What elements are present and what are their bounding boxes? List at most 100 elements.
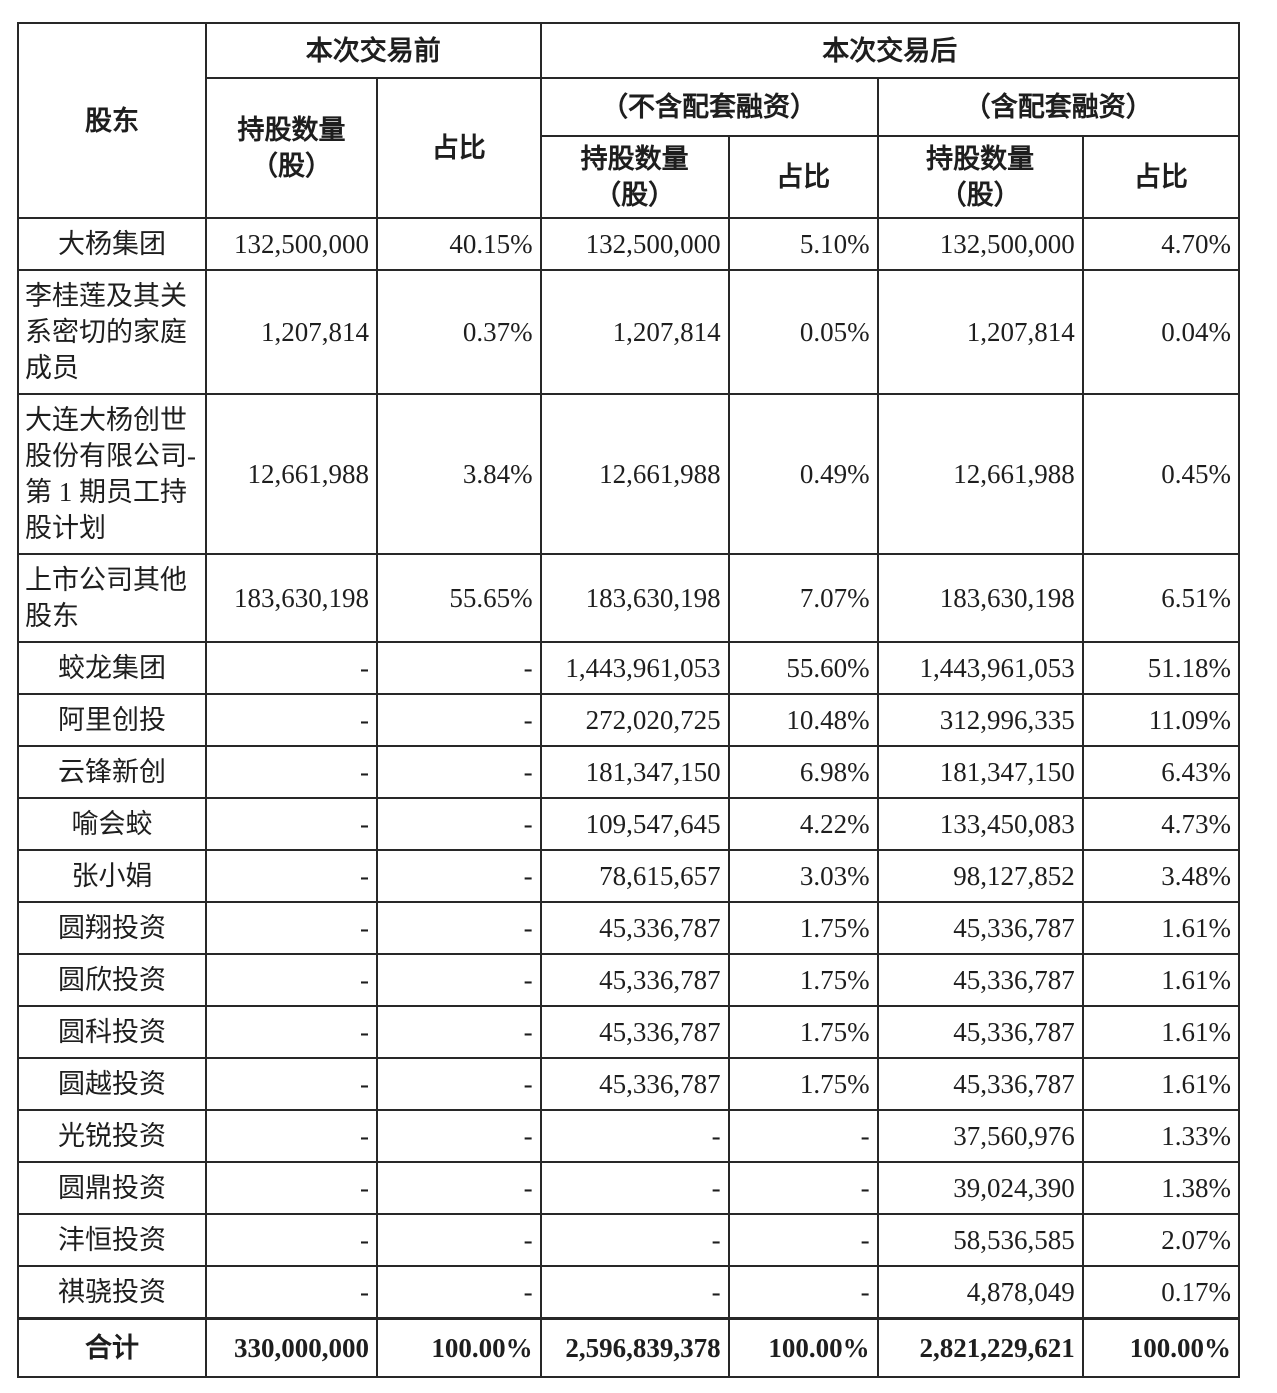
- shareholder-name-cell: 合计: [16, 1317, 208, 1378]
- table-row: 圆鼎投资 - - - -39,024,390 1.38%: [16, 1161, 1241, 1215]
- after-f-pct-cell: 1.33%: [1081, 1109, 1241, 1163]
- after-f-pct-cell: 100.00%: [1081, 1317, 1241, 1378]
- before-shares-cell: -: [205, 797, 378, 851]
- after-nf-shares-cell: 181,347,150: [539, 745, 730, 799]
- table-row: 圆欣投资 - -45,336,787 1.75% 45,336,787 1.61%: [16, 953, 1241, 1007]
- before-shares-cell: 330,000,000: [205, 1317, 378, 1378]
- before-shares-cell: -: [205, 1057, 378, 1111]
- after-nf-pct-cell: 0.49%: [727, 393, 879, 555]
- header-nf-ratio: 占比: [727, 135, 879, 219]
- after-f-pct-cell: 11.09%: [1081, 693, 1241, 747]
- header-without-financing: （不含配套融资）: [539, 77, 879, 137]
- after-nf-pct-cell: 5.10%: [727, 217, 879, 271]
- shareholder-name-cell: 祺骁投资: [16, 1265, 208, 1320]
- after-nf-shares-cell: 132,500,000: [539, 217, 730, 271]
- before-pct-cell: -: [375, 745, 542, 799]
- shareholder-name-cell: 喻会蛟: [16, 797, 208, 851]
- table-row: 大杨集团 132,500,000 40.15% 132,500,000 5.10% 132…: [16, 217, 1241, 271]
- before-shares-cell: -: [205, 849, 378, 903]
- after-f-pct-cell: 1.61%: [1081, 953, 1241, 1007]
- after-nf-shares-cell: 1,207,814: [539, 269, 730, 395]
- before-pct-cell: -: [375, 641, 542, 695]
- header-after-transaction: 本次交易后: [539, 22, 1241, 79]
- table-row: 圆越投资 - -45,336,787 1.75% 45,336,787 1.61%: [16, 1057, 1241, 1111]
- before-pct-cell: -: [375, 797, 542, 851]
- header-nf-shares: 持股数量 （股）: [539, 135, 730, 219]
- after-f-pct-cell: 3.48%: [1081, 849, 1241, 903]
- after-nf-shares-cell: 78,615,657: [539, 849, 730, 903]
- table-row: 圆翔投资 - -45,336,787 1.75% 45,336,787 1.61%: [16, 901, 1241, 955]
- after-f-pct-cell: 0.17%: [1081, 1265, 1241, 1320]
- table-row: 李桂莲及其关系密切的家庭成员 1,207,814 0.37% 1,207,814 0.0…: [16, 269, 1241, 395]
- before-pct-cell: 55.65%: [375, 553, 542, 643]
- before-pct-cell: -: [375, 1213, 542, 1267]
- header-before-transaction: 本次交易前: [205, 22, 542, 79]
- header-with-financing: （含配套融资）: [876, 77, 1241, 137]
- after-nf-pct-cell: -: [727, 1109, 879, 1163]
- table-row: 祺骁投资 - - - -4,878,049 0.17%: [16, 1265, 1241, 1320]
- before-pct-cell: -: [375, 1057, 542, 1111]
- after-nf-pct-cell: -: [727, 1161, 879, 1215]
- before-shares-cell: -: [205, 1213, 378, 1267]
- before-shares-cell: -: [205, 901, 378, 955]
- after-f-shares-cell: 37,560,976: [876, 1109, 1084, 1163]
- after-nf-pct-cell: 0.05%: [727, 269, 879, 395]
- after-nf-shares-cell: 45,336,787: [539, 901, 730, 955]
- shareholder-name-cell: 大杨集团: [16, 217, 208, 271]
- after-f-pct-cell: 4.73%: [1081, 797, 1241, 851]
- after-nf-shares-cell: 109,547,645: [539, 797, 730, 851]
- after-nf-pct-cell: 1.75%: [727, 1057, 879, 1111]
- table-row: 张小娟 - -78,615,657 3.03% 98,127,852 3.48%: [16, 849, 1241, 903]
- shareholder-name-cell: 圆越投资: [16, 1057, 208, 1111]
- after-f-shares-cell: 1,443,961,053: [876, 641, 1084, 695]
- after-f-pct-cell: 1.61%: [1081, 1057, 1241, 1111]
- before-shares-cell: 12,661,988: [205, 393, 378, 555]
- after-f-shares-cell: 45,336,787: [876, 1005, 1084, 1059]
- before-shares-cell: -: [205, 745, 378, 799]
- shareholder-name-cell: 阿里创投: [16, 693, 208, 747]
- after-nf-shares-cell: 45,336,787: [539, 1005, 730, 1059]
- header-before-ratio: 占比: [375, 77, 542, 219]
- after-f-pct-cell: 2.07%: [1081, 1213, 1241, 1267]
- shareholder-name-cell: 云锋新创: [16, 745, 208, 799]
- before-pct-cell: -: [375, 1161, 542, 1215]
- before-pct-cell: -: [375, 953, 542, 1007]
- before-shares-cell: -: [205, 1265, 378, 1320]
- table-row: 蛟龙集团 - -1,443,961,053 55.60% 1,443,961,053 51…: [16, 641, 1241, 695]
- table-row: 沣恒投资 - - - -58,536,585 2.07%: [16, 1213, 1241, 1267]
- shareholder-name-cell: 大连大杨创世股份有限公司-第 1 期员工持股计划: [16, 393, 208, 555]
- before-pct-cell: -: [375, 1109, 542, 1163]
- after-f-shares-cell: 58,536,585: [876, 1213, 1084, 1267]
- table-row: 喻会蛟 - -109,547,645 4.22% 133,450,083 4.73%: [16, 797, 1241, 851]
- total-row: 合计 330,000,000 100.00% 2,596,839,378 100.00%…: [16, 1317, 1241, 1378]
- before-shares-cell: -: [205, 641, 378, 695]
- after-nf-shares-cell: 45,336,787: [539, 953, 730, 1007]
- shareholder-name-cell: 蛟龙集团: [16, 641, 208, 695]
- after-f-shares-cell: 4,878,049: [876, 1265, 1084, 1320]
- after-f-pct-cell: 6.51%: [1081, 553, 1241, 643]
- table-header: 股东 本次交易前 本次交易后 持股数量 （股） 占比 （不含配套融资） （含配套…: [16, 22, 1241, 219]
- header-row-columns: 持股数量 （股） 占比 持股数量 （股） 占比: [18, 135, 1241, 219]
- after-f-pct-cell: 1.38%: [1081, 1161, 1241, 1215]
- after-f-shares-cell: 181,347,150: [876, 745, 1084, 799]
- before-pct-cell: 40.15%: [375, 217, 542, 271]
- after-f-shares-cell: 132,500,000: [876, 217, 1084, 271]
- before-pct-cell: 3.84%: [375, 393, 542, 555]
- after-nf-pct-cell: 7.07%: [727, 553, 879, 643]
- after-nf-pct-cell: 1.75%: [727, 901, 879, 955]
- table-row: 上市公司其他股东 183,630,198 55.65% 183,630,198 7.07…: [16, 553, 1241, 643]
- after-f-shares-cell: 133,450,083: [876, 797, 1084, 851]
- shareholding-table: 股东 本次交易前 本次交易后 持股数量 （股） 占比 （不含配套融资） （含配套…: [16, 22, 1241, 1378]
- after-f-shares-cell: 2,821,229,621: [876, 1317, 1084, 1378]
- after-f-shares-cell: 312,996,335: [876, 693, 1084, 747]
- before-shares-cell: -: [205, 1005, 378, 1059]
- shareholder-name-cell: 上市公司其他股东: [16, 553, 208, 643]
- after-f-pct-cell: 0.04%: [1081, 269, 1241, 395]
- header-row-subgroups: 持股数量 （股） 占比 （不含配套融资） （含配套融资）: [18, 77, 1241, 219]
- before-shares-cell: 183,630,198: [205, 553, 378, 643]
- after-nf-shares-cell: 272,020,725: [539, 693, 730, 747]
- shareholder-name-cell: 圆科投资: [16, 1005, 208, 1059]
- after-nf-shares-cell: -: [539, 1213, 730, 1267]
- after-nf-pct-cell: 6.98%: [727, 745, 879, 799]
- after-nf-shares-cell: -: [539, 1265, 730, 1320]
